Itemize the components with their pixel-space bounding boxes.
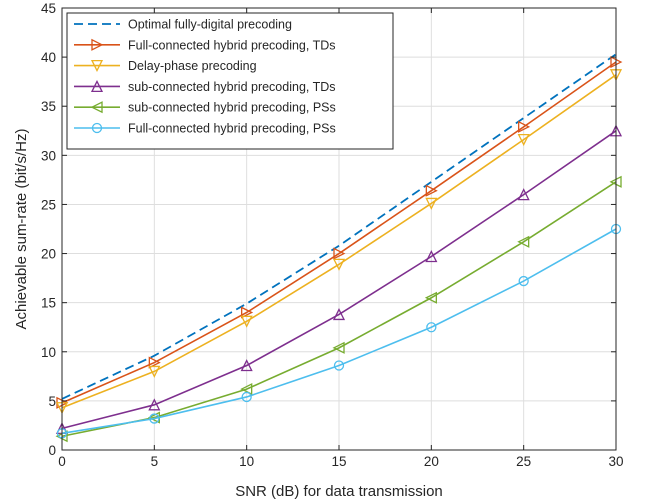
y-tick-label: 10: [41, 345, 56, 360]
data-point: [425, 197, 438, 210]
legend-item: sub-connected hybrid precoding, TDs: [74, 80, 336, 94]
legend-label: sub-connected hybrid precoding, PSs: [128, 101, 336, 115]
data-point: [240, 315, 253, 328]
data-point: [425, 184, 438, 197]
y-tick-label: 30: [41, 148, 56, 163]
series-line: [61, 74, 617, 409]
y-tick-label: 20: [41, 247, 56, 262]
legend-item: Delay-phase precoding: [74, 59, 257, 73]
legend-label: Optimal fully-digital precoding: [128, 18, 292, 32]
data-point: [149, 413, 160, 424]
data-point: [241, 391, 252, 403]
series-3: [55, 124, 623, 435]
legend-label: Full-connected hybrid precoding, TDs: [128, 38, 336, 52]
series-layer: [55, 53, 623, 443]
data-point: [426, 322, 437, 333]
data-point: [332, 258, 346, 271]
x-tick-label: 5: [151, 454, 159, 469]
x-axis-label: SNR (dB) for data transmission: [235, 483, 443, 500]
x-tick-label: 10: [239, 454, 254, 469]
y-tick-label: 40: [41, 50, 56, 65]
data-point: [332, 307, 346, 321]
data-point: [240, 359, 253, 372]
series-line: [61, 228, 617, 435]
series-line: [61, 53, 617, 400]
legend-label: sub-connected hybrid precoding, TDs: [128, 80, 336, 94]
data-point: [424, 291, 437, 304]
data-point: [241, 306, 254, 319]
legend-item: Full-connected hybrid precoding, PSs: [74, 122, 336, 136]
legend: Optimal fully-digital precoding Full-conn…: [66, 12, 394, 150]
legend-marker: [91, 38, 104, 51]
y-tick-label: 15: [41, 296, 56, 311]
y-tick-label: 0: [48, 443, 56, 458]
legend-item: sub-connected hybrid precoding, PSs: [74, 101, 336, 115]
series-line: [61, 181, 617, 438]
x-tick-label: 25: [516, 454, 531, 469]
data-point: [517, 235, 530, 248]
series-0: [61, 53, 617, 400]
legend-marker: [91, 122, 103, 134]
legend-label: Delay-phase precoding: [128, 59, 257, 73]
data-point: [517, 188, 530, 201]
data-point: [333, 360, 345, 371]
data-point: [518, 120, 531, 133]
ticks: 0 5 10 15 20 25 30 0 5 10 15 20 25 30 35 40 45: [41, 1, 624, 469]
x-tick-label: 0: [58, 454, 66, 469]
y-axis-label: Achievable sum-rate (bit/s/Hz): [13, 129, 30, 330]
y-tick-label: 5: [48, 394, 56, 409]
legend-marker: [90, 101, 103, 114]
series-5: [56, 223, 622, 439]
data-point: [148, 398, 161, 411]
legend-item: Optimal fully-digital precoding: [74, 18, 292, 32]
data-point: [425, 250, 438, 263]
legend-marker: [90, 59, 104, 73]
data-point: [332, 341, 345, 354]
legend-item: Full-connected hybrid precoding, TDs: [74, 38, 336, 52]
data-point: [517, 133, 530, 147]
legend-marker: [90, 79, 104, 93]
y-tick-label: 25: [41, 197, 56, 212]
legend-box: [66, 12, 394, 150]
y-tick-label: 35: [41, 99, 56, 114]
legend-label: Full-connected hybrid precoding, PSs: [128, 122, 336, 136]
data-point: [148, 356, 161, 369]
x-tick-label: 15: [331, 454, 346, 469]
data-point: [240, 383, 253, 396]
x-tick-label: 30: [608, 454, 623, 469]
series-line: [61, 61, 617, 404]
data-point: [518, 275, 529, 287]
series-line: [61, 130, 617, 430]
y-tick-label: 45: [41, 1, 56, 16]
data-point: [148, 365, 161, 378]
data-point: [333, 247, 346, 260]
x-tick-label: 20: [424, 454, 439, 469]
